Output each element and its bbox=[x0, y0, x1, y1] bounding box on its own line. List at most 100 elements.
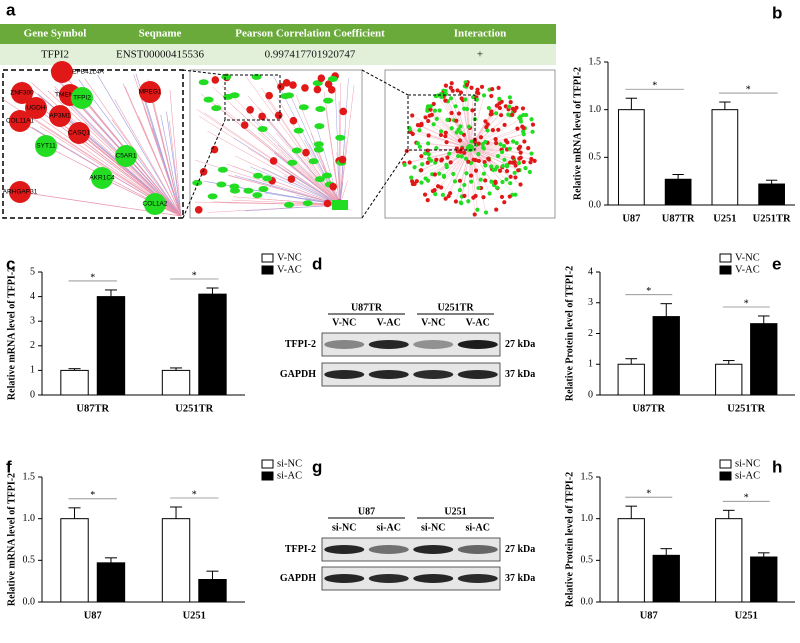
node bbox=[243, 187, 254, 194]
node bbox=[499, 150, 505, 155]
y-tick-label: 0.0 bbox=[581, 596, 594, 607]
node bbox=[449, 126, 454, 131]
panel-letter: e bbox=[772, 254, 781, 273]
node bbox=[445, 155, 450, 160]
node bbox=[523, 166, 528, 171]
gene-node bbox=[91, 167, 113, 189]
node bbox=[466, 124, 471, 129]
blot-row-label: TFPI-2 bbox=[285, 339, 316, 350]
edge bbox=[166, 111, 182, 217]
node bbox=[289, 116, 298, 125]
y-tick-label: 0 bbox=[30, 389, 35, 400]
node bbox=[512, 160, 517, 165]
node bbox=[489, 164, 494, 169]
hub bbox=[466, 144, 474, 152]
node bbox=[435, 184, 441, 189]
blot-row-label: GAPDH bbox=[280, 369, 316, 380]
table-cell: + bbox=[477, 49, 483, 61]
blot-band bbox=[324, 370, 365, 379]
node bbox=[469, 139, 474, 144]
node bbox=[501, 144, 507, 149]
gene-label: ARHGAP31 bbox=[3, 189, 38, 196]
node bbox=[443, 196, 448, 201]
panel-letter: g bbox=[312, 457, 322, 476]
node bbox=[438, 129, 444, 134]
edge bbox=[445, 147, 471, 199]
gene-node bbox=[68, 122, 90, 144]
node bbox=[463, 156, 469, 161]
node bbox=[448, 191, 453, 196]
node bbox=[434, 116, 439, 121]
bar bbox=[652, 554, 680, 603]
node bbox=[265, 91, 273, 100]
node bbox=[412, 165, 417, 170]
y-tick-label: 3 bbox=[30, 315, 35, 326]
edge bbox=[445, 85, 471, 149]
panel-letter: c bbox=[6, 254, 15, 273]
bar bbox=[198, 293, 227, 396]
edge bbox=[466, 86, 471, 149]
edge bbox=[285, 168, 341, 206]
node bbox=[443, 98, 448, 103]
node bbox=[293, 127, 304, 134]
edge bbox=[469, 97, 474, 149]
significance: * bbox=[746, 84, 751, 95]
blot-size: 37 kDa bbox=[505, 369, 535, 380]
legend-label: si-NC bbox=[277, 458, 302, 469]
node bbox=[496, 85, 501, 91]
node bbox=[508, 100, 513, 105]
node bbox=[468, 173, 474, 178]
node bbox=[481, 93, 487, 98]
edge bbox=[97, 74, 182, 217]
node bbox=[489, 111, 494, 117]
node bbox=[434, 145, 439, 151]
edge bbox=[429, 115, 471, 149]
node bbox=[499, 113, 504, 118]
node bbox=[327, 75, 338, 82]
node bbox=[440, 192, 445, 197]
node bbox=[457, 138, 463, 143]
node bbox=[500, 163, 505, 169]
node bbox=[339, 107, 348, 116]
node bbox=[246, 105, 254, 114]
node bbox=[462, 193, 467, 198]
node bbox=[532, 158, 537, 164]
legend-label: V-AC bbox=[277, 264, 302, 275]
blot-band bbox=[368, 340, 409, 349]
edge bbox=[446, 141, 471, 149]
edge bbox=[244, 204, 341, 212]
edge bbox=[469, 147, 520, 164]
blot-lane: V-AC bbox=[466, 317, 490, 328]
bar bbox=[715, 518, 743, 603]
node bbox=[528, 160, 533, 165]
node bbox=[415, 141, 420, 146]
node bbox=[507, 146, 512, 151]
node bbox=[505, 140, 510, 145]
node bbox=[423, 115, 428, 120]
node bbox=[514, 105, 519, 110]
node bbox=[530, 129, 535, 134]
node bbox=[513, 163, 518, 168]
node bbox=[207, 193, 218, 200]
node bbox=[216, 181, 227, 188]
edge bbox=[323, 91, 341, 206]
node bbox=[481, 195, 486, 200]
gene-node bbox=[35, 135, 57, 157]
panel-letter: b bbox=[772, 3, 782, 22]
node bbox=[458, 130, 464, 135]
edge bbox=[467, 82, 471, 149]
node bbox=[425, 197, 430, 203]
node bbox=[431, 101, 436, 107]
node bbox=[464, 106, 470, 112]
edge bbox=[160, 114, 182, 217]
node bbox=[229, 92, 240, 99]
node bbox=[313, 146, 324, 153]
blot-lane: si-AC bbox=[377, 522, 401, 533]
bar bbox=[618, 109, 645, 206]
y-tick-label: 1 bbox=[588, 359, 593, 370]
blot-lane: si-AC bbox=[466, 522, 490, 533]
node bbox=[443, 89, 448, 94]
edge bbox=[219, 202, 341, 206]
node bbox=[308, 158, 319, 165]
node bbox=[511, 139, 516, 144]
